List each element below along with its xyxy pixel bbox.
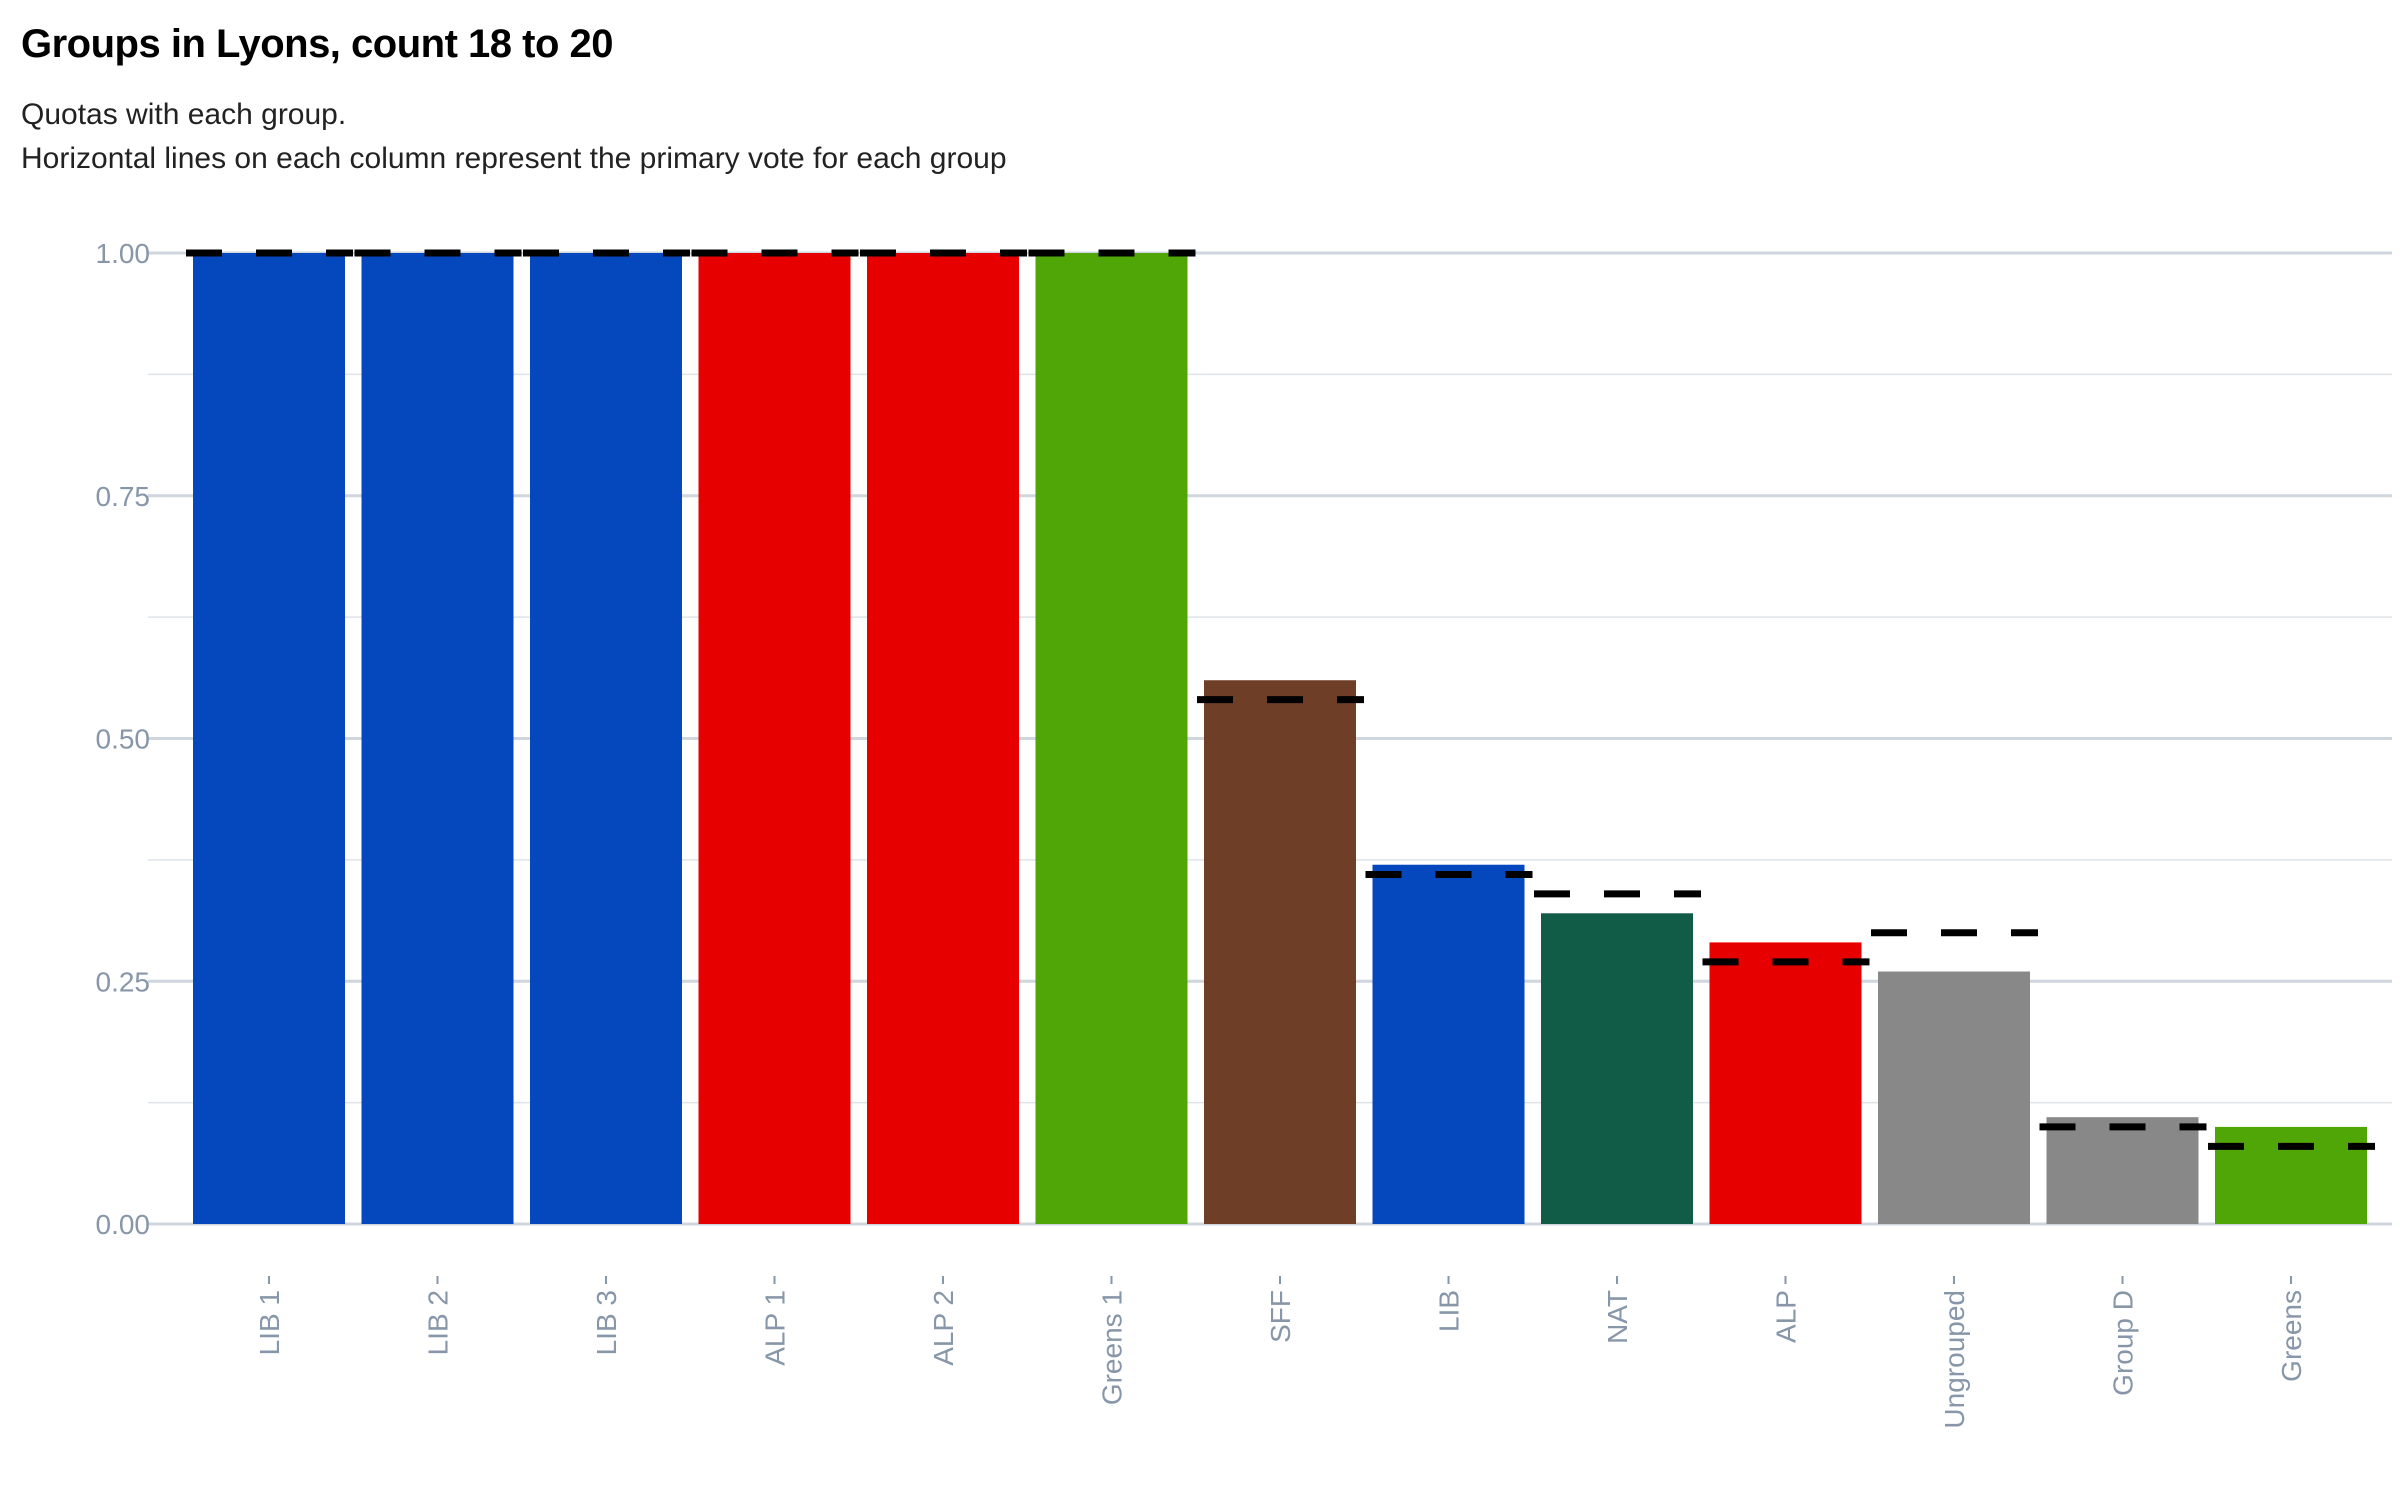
x-tick-label: LIB 3 <box>591 1290 622 1355</box>
x-tick-label: LIB <box>1434 1290 1465 1332</box>
y-tick-label: 0.50 <box>96 724 151 755</box>
x-tick-label: LIB 2 <box>423 1290 454 1355</box>
x-tick-label: LIB 1 <box>254 1290 285 1355</box>
bar <box>530 253 682 1224</box>
bar <box>361 253 514 1224</box>
x-tick-label: Ungrouped <box>1939 1290 1970 1429</box>
y-tick-label: 1.00 <box>96 238 151 269</box>
bar <box>193 253 345 1224</box>
bar <box>1878 971 2030 1224</box>
x-tick-label: Group D <box>2108 1290 2139 1396</box>
bar <box>1709 942 1862 1224</box>
bars <box>193 253 2367 1224</box>
x-tick-label: Greens 1 <box>1097 1290 1128 1405</box>
chart-title: Groups in Lyons, count 18 to 20 <box>21 22 613 66</box>
x-tick-label: ALP 2 <box>928 1290 959 1366</box>
bar <box>2215 1126 2367 1224</box>
bar <box>2046 1117 2199 1224</box>
x-tick-label: ALP 1 <box>760 1290 791 1366</box>
x-tick-label: Greens <box>2276 1290 2307 1382</box>
bar <box>1372 864 1525 1224</box>
y-tick-label: 0.75 <box>96 481 151 512</box>
bar <box>1035 253 1188 1224</box>
y-tick-label: 0.25 <box>96 966 151 997</box>
x-tick-label: NAT <box>1602 1290 1633 1344</box>
bar <box>1541 913 1693 1224</box>
x-tick-label: ALP <box>1771 1290 1802 1343</box>
chart-subtitle-line-2: Horizontal lines on each column represen… <box>21 142 1007 175</box>
x-tick-label: SFF <box>1265 1290 1296 1343</box>
bar <box>698 253 851 1224</box>
x-axis-ticks: LIB 1 LIB 2 LIB 3 ALP 1 ALP 2 Greens 1 SFF LIB N… <box>254 1276 2307 1429</box>
primary-vote-lines <box>185 249 2375 1150</box>
chart-subtitle-line-1: Quotas with each group. <box>21 98 347 131</box>
y-tick-label: 0.00 <box>96 1209 151 1240</box>
bar <box>867 253 1019 1224</box>
bar <box>1204 680 1356 1224</box>
y-axis-ticks: 0.00 0.25 0.50 0.75 1.00 <box>96 238 151 1240</box>
